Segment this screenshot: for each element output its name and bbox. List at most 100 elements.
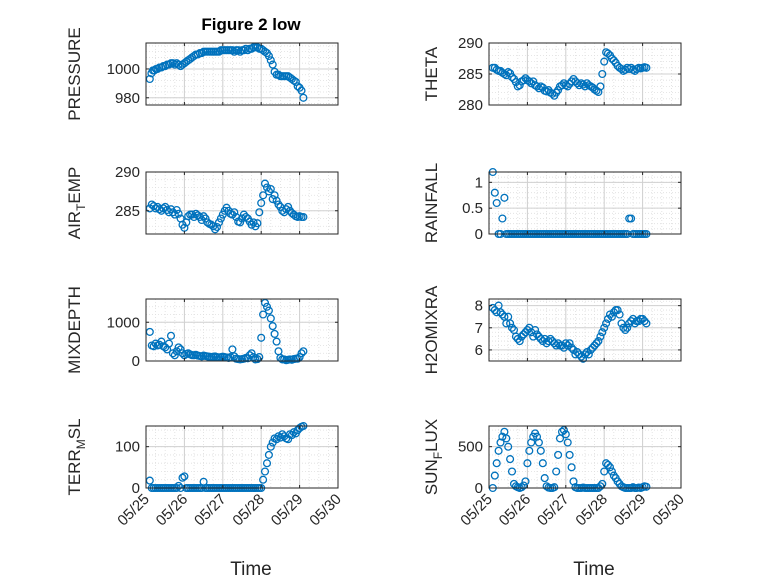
data-point <box>521 477 530 486</box>
data-point <box>640 317 649 326</box>
data-point <box>515 81 524 90</box>
data-point <box>218 210 227 219</box>
axes-box <box>488 171 682 235</box>
data-point <box>257 198 266 208</box>
data-point <box>532 82 542 91</box>
data-point <box>598 479 607 488</box>
data-point <box>573 79 582 88</box>
data-point <box>613 306 622 315</box>
data-point <box>199 212 208 221</box>
data-point <box>506 319 515 328</box>
data-point <box>264 51 273 61</box>
data-point <box>164 60 174 69</box>
data-point <box>262 459 272 468</box>
y-tick-label: 1000 <box>107 314 140 331</box>
data-point <box>565 450 574 459</box>
data-point <box>557 81 567 90</box>
figure-title: Figure 2 low <box>201 15 301 34</box>
data-point <box>174 209 183 218</box>
data-point <box>507 467 517 476</box>
data-point <box>603 49 613 58</box>
data-point <box>247 349 256 358</box>
data-point <box>492 198 501 208</box>
data-point <box>174 481 183 490</box>
data-point <box>579 80 588 89</box>
y-tick-label: 290 <box>115 164 140 181</box>
data-point <box>565 339 574 348</box>
data-point <box>534 438 543 447</box>
data-point <box>500 193 509 202</box>
data-point <box>552 341 561 350</box>
data-point <box>548 89 557 98</box>
data-point <box>293 354 302 363</box>
data-point <box>193 211 202 220</box>
data-point <box>498 214 507 223</box>
data-point <box>249 218 258 227</box>
data-point <box>262 302 272 311</box>
data-point <box>536 334 545 343</box>
data-point <box>180 472 189 481</box>
data-point <box>270 329 279 338</box>
y-axis-label: TERRMSL <box>65 418 88 495</box>
data-point <box>264 306 273 315</box>
data-point <box>272 337 281 346</box>
data-point <box>515 337 524 346</box>
subplot-rainfall: 0 0.5 1 RAINFALL <box>422 163 682 243</box>
data-point <box>297 349 306 358</box>
data-point <box>600 467 609 476</box>
data-point <box>513 82 522 91</box>
data-point <box>617 319 626 328</box>
data-point <box>490 471 499 480</box>
data-point <box>166 331 176 340</box>
y-axis-label: SUNFLUX <box>422 419 445 495</box>
data-point <box>228 46 237 55</box>
data-point <box>490 188 499 197</box>
data-point <box>178 473 187 482</box>
y-tick-label: 7 <box>475 320 483 337</box>
data-point <box>228 345 237 354</box>
data-point <box>164 339 174 348</box>
data-point <box>554 339 563 348</box>
data-point <box>603 460 613 469</box>
data-point <box>596 82 605 91</box>
data-point <box>582 348 591 357</box>
data-point <box>299 212 308 222</box>
data-point <box>234 46 243 55</box>
data-point <box>257 333 266 342</box>
y-tick-label: 0 <box>475 480 483 497</box>
data-point <box>247 44 256 53</box>
data-point <box>268 60 277 69</box>
data-point <box>575 81 584 90</box>
data-point <box>262 183 272 192</box>
data-point <box>567 463 576 472</box>
data-point <box>642 319 651 328</box>
data-point <box>237 214 247 223</box>
data-point <box>492 459 501 468</box>
data-point <box>178 349 187 358</box>
subplot-mixdepth: 0 1000 MIXDEPTH <box>65 286 339 374</box>
y-axis-label: AIRTEMP <box>65 167 88 240</box>
data-point <box>268 195 277 204</box>
data-point <box>504 442 513 451</box>
data-point <box>594 337 603 346</box>
data-point <box>266 442 275 451</box>
data-point <box>540 474 549 483</box>
data-point <box>184 212 193 221</box>
data-point <box>573 348 582 357</box>
data-point <box>507 73 517 82</box>
data-point <box>176 345 185 354</box>
data-point <box>299 347 308 356</box>
data-point <box>264 450 273 459</box>
data-point <box>554 450 563 459</box>
data-point <box>603 314 613 323</box>
data-point <box>266 314 275 323</box>
data-point <box>613 477 622 486</box>
data-point <box>605 463 615 472</box>
subplot-pressure: 980 1000 PRESSURE <box>65 27 339 121</box>
axes-box <box>145 171 339 235</box>
y-tick-label: 100 <box>115 439 140 456</box>
y-tick-label: 290 <box>458 35 483 52</box>
data-point <box>525 77 534 86</box>
data-point <box>299 93 308 102</box>
